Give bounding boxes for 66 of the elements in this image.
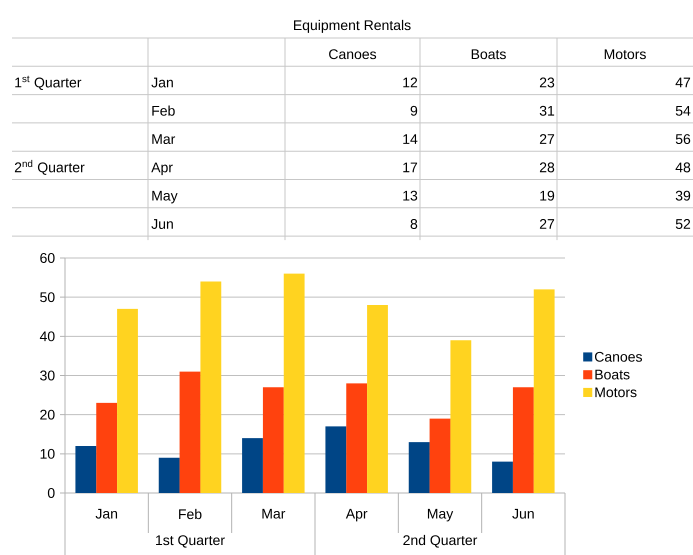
- data-label: 27: [540, 134, 554, 144]
- bar: [346, 383, 368, 494]
- category-label: Mar: [152, 134, 176, 144]
- data-label: 14: [403, 134, 418, 144]
- data-label: 52: [676, 219, 690, 229]
- bar: [75, 446, 96, 494]
- bar: [158, 458, 180, 494]
- x-tick-label: May: [428, 508, 454, 522]
- data-label: 39: [676, 190, 690, 201]
- category-label: May: [152, 190, 178, 204]
- legend-label: Motors: [595, 387, 637, 398]
- x-tick-label: Mar: [262, 508, 286, 519]
- y-tick-label: 30: [40, 370, 55, 380]
- x-tick-label: Feb: [179, 508, 202, 520]
- x-tick-label: Jun: [512, 508, 534, 519]
- text: Boats: [472, 49, 506, 60]
- bar: [450, 340, 472, 494]
- text: Equipment Rentals: [294, 20, 411, 33]
- y-tick-label: 40: [40, 331, 55, 342]
- bar: [430, 418, 450, 494]
- x-tick-label: Apr: [346, 508, 368, 522]
- text: 1$^{st}$ Quarter: [15, 76, 82, 90]
- x-tick-label: Jan: [96, 508, 118, 519]
- bar: [262, 387, 284, 494]
- text: Motors: [604, 49, 646, 60]
- category-label: Jun: [151, 219, 173, 229]
- category-label: Feb: [152, 105, 175, 116]
- bar: [325, 426, 346, 494]
- bar: [512, 387, 534, 494]
- bar: [367, 305, 388, 494]
- y-tick-label: 60: [40, 253, 55, 263]
- data-label: 56: [676, 134, 690, 144]
- category-label: Apr: [151, 162, 173, 176]
- y-tick-label: 50: [40, 292, 55, 302]
- y-tick-label: 0: [48, 488, 55, 498]
- data-label: 23: [540, 78, 554, 88]
- bar: [408, 442, 430, 494]
- data-label: 17: [403, 162, 418, 172]
- data-label: 47: [676, 78, 690, 88]
- category-label: Jan: [151, 78, 173, 88]
- bar: [242, 438, 263, 494]
- bar: [492, 462, 513, 494]
- data-label: 12: [403, 78, 418, 88]
- bar: [284, 274, 305, 494]
- data-label: 19: [540, 190, 554, 201]
- data-label: 27: [540, 219, 554, 229]
- bar: [96, 402, 118, 494]
- data-label: 31: [540, 106, 554, 116]
- data-label: 8: [410, 219, 418, 229]
- text: 1st Quarter: [156, 535, 225, 548]
- legend-label: Canoes: [594, 352, 642, 362]
- data-label: 54: [676, 106, 690, 116]
- bar: [117, 308, 138, 494]
- text: 2nd Quarter: [403, 534, 478, 548]
- y-tick-label: 10: [40, 448, 55, 459]
- y-tick-label: 20: [40, 410, 55, 420]
- text: 2$^{nd}$ Quarter: [14, 160, 85, 175]
- text: Canoes: [329, 49, 376, 60]
- bar: [200, 282, 222, 494]
- data-label: 28: [540, 162, 554, 172]
- bar: [534, 289, 555, 494]
- data-label: 13: [403, 190, 418, 201]
- data-label: 9: [410, 106, 418, 116]
- bar: [180, 372, 200, 494]
- legend-label: Boats: [595, 370, 630, 380]
- data-label: 48: [676, 162, 690, 172]
